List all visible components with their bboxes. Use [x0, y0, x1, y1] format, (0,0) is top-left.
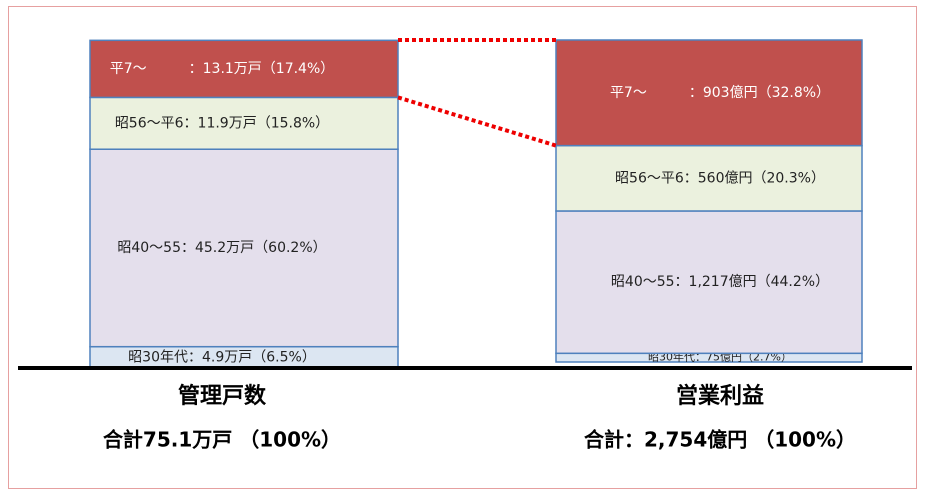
segment-label: 昭30年代：4.9万戸（6.5%） — [128, 349, 316, 365]
connector — [397, 95, 557, 148]
chart-subtitle: 合計：2,754億円 （100%） — [584, 428, 856, 452]
chart-title: 営業利益 — [676, 383, 764, 409]
segment-label: 平7～ ：903億円（32.8%） — [610, 85, 830, 101]
segment-label: 昭56～平6：560億円（20.3%） — [615, 170, 825, 186]
segment-label: 平7～ ：13.1万戸（17.4%） — [110, 61, 335, 77]
bar-segment — [89, 39, 399, 99]
chart-title: 管理戸数 — [178, 383, 267, 409]
segment-label: 昭40～55：1,217億円（44.2%） — [611, 274, 829, 290]
segment-label: 昭56～平6：11.9万戸（15.8%） — [115, 115, 329, 131]
chart-subtitle: 合計75.1万戸 （100%） — [103, 428, 341, 452]
frame — [8, 6, 917, 489]
segment-label: 昭40～55：45.2万戸（60.2%） — [117, 240, 326, 256]
bar-segment — [89, 148, 399, 348]
bar-segment — [555, 39, 863, 147]
